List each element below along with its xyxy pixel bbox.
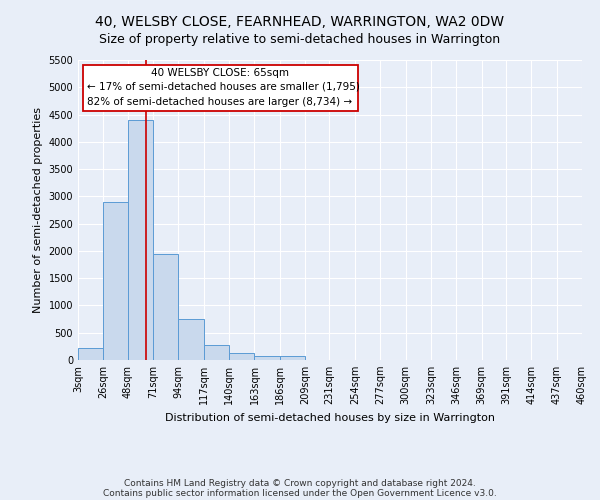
- Bar: [280, 356, 305, 360]
- Text: ← 17% of semi-detached houses are smaller (1,795): ← 17% of semi-detached houses are smalle…: [87, 82, 360, 92]
- Bar: [204, 344, 229, 360]
- Y-axis label: Number of semi-detached properties: Number of semi-detached properties: [33, 107, 43, 313]
- X-axis label: Distribution of semi-detached houses by size in Warrington: Distribution of semi-detached houses by …: [165, 412, 495, 422]
- Text: 82% of semi-detached houses are larger (8,734) →: 82% of semi-detached houses are larger (…: [87, 97, 352, 107]
- Text: 40, WELSBY CLOSE, FEARNHEAD, WARRINGTON, WA2 0DW: 40, WELSBY CLOSE, FEARNHEAD, WARRINGTON,…: [95, 15, 505, 29]
- Bar: [229, 354, 254, 360]
- Bar: [78, 348, 103, 360]
- Bar: [254, 356, 280, 360]
- Bar: [178, 319, 204, 360]
- FancyBboxPatch shape: [83, 64, 358, 111]
- Bar: [103, 202, 128, 360]
- Text: Contains public sector information licensed under the Open Government Licence v3: Contains public sector information licen…: [103, 488, 497, 498]
- Text: Contains HM Land Registry data © Crown copyright and database right 2024.: Contains HM Land Registry data © Crown c…: [124, 478, 476, 488]
- Text: 40 WELSBY CLOSE: 65sqm: 40 WELSBY CLOSE: 65sqm: [151, 68, 289, 78]
- Bar: [153, 254, 178, 360]
- Bar: [128, 120, 153, 360]
- Text: Size of property relative to semi-detached houses in Warrington: Size of property relative to semi-detach…: [100, 32, 500, 46]
